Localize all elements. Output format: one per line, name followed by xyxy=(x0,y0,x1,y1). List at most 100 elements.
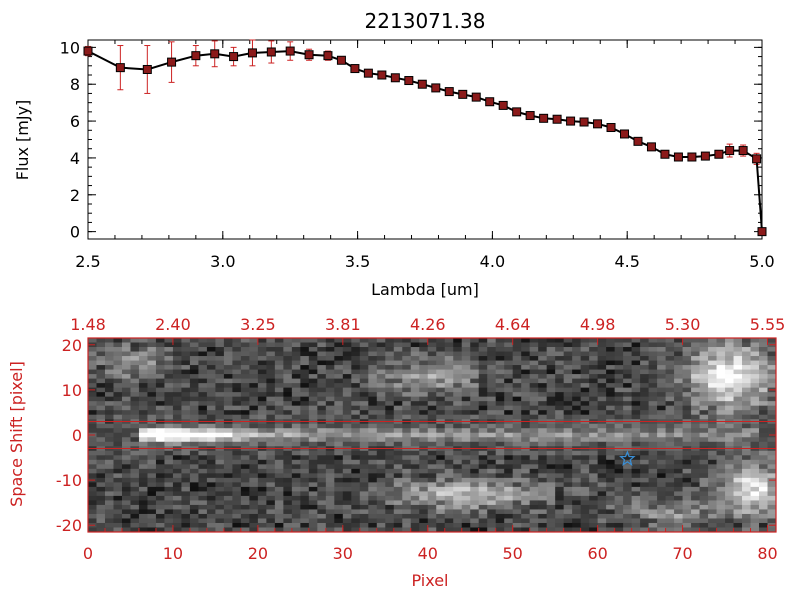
heatmap-cell xyxy=(325,365,335,371)
heatmap-cell xyxy=(410,450,420,456)
heatmap-cell xyxy=(164,437,174,443)
heatmap-cell xyxy=(657,527,667,533)
heatmap-cell xyxy=(691,342,701,348)
heatmap-cell xyxy=(606,504,616,510)
heatmap-cell xyxy=(495,509,505,515)
heatmap-cell xyxy=(572,482,582,488)
heatmap-cell xyxy=(699,360,709,366)
heatmap-cell xyxy=(597,356,607,362)
heatmap-cell xyxy=(750,491,760,497)
heatmap-cell xyxy=(436,513,446,519)
heatmap-cell xyxy=(716,491,726,497)
heatmap-cell xyxy=(444,527,454,533)
heatmap-cell xyxy=(538,473,548,479)
heatmap-cell xyxy=(512,513,522,519)
heatmap-cell xyxy=(504,347,514,353)
heatmap-cell xyxy=(529,342,539,348)
heatmap-cell xyxy=(640,450,650,456)
heatmap-cell xyxy=(716,477,726,483)
heatmap-cell xyxy=(546,518,556,524)
heatmap-cell xyxy=(572,477,582,483)
heatmap-cell xyxy=(419,527,429,533)
heatmap-cell xyxy=(759,491,768,497)
heatmap-cell xyxy=(402,522,412,528)
heatmap-cell xyxy=(597,468,607,474)
heatmap-cell xyxy=(529,486,539,492)
heatmap-cell xyxy=(164,410,174,416)
heatmap-cell xyxy=(342,468,352,474)
heatmap-cell xyxy=(257,387,267,393)
heatmap-cell xyxy=(767,473,777,479)
heatmap-cell xyxy=(538,410,548,416)
heatmap-cell xyxy=(563,338,573,344)
heatmap-cell xyxy=(334,491,344,497)
heatmap-cell xyxy=(164,513,174,519)
heatmap-cell xyxy=(104,437,114,443)
heatmap-cell xyxy=(478,401,488,407)
heatmap-cell xyxy=(88,410,97,416)
heatmap-cell xyxy=(742,365,752,371)
data-point xyxy=(725,146,735,156)
heatmap-cell xyxy=(257,473,267,479)
heatmap-cell xyxy=(96,410,106,416)
heatmap-cell xyxy=(164,423,174,429)
heatmap-cell xyxy=(674,423,684,429)
heatmap-cell xyxy=(453,401,463,407)
heatmap-cell xyxy=(368,459,378,465)
heatmap-cell xyxy=(461,374,471,380)
heatmap-cell xyxy=(138,356,148,362)
heatmap-cell xyxy=(538,387,548,393)
heatmap-cell xyxy=(691,374,701,380)
x-tick-label: 5.0 xyxy=(749,252,774,271)
heatmap-cell xyxy=(300,500,310,506)
heatmap-cell xyxy=(308,513,318,519)
heatmap-cell xyxy=(164,374,174,380)
heatmap-cell xyxy=(708,455,718,461)
data-point xyxy=(266,47,276,57)
heatmap-cell xyxy=(88,450,97,456)
heatmap-cell xyxy=(546,365,556,371)
heatmap-cell xyxy=(767,423,777,429)
heatmap-cell xyxy=(147,360,157,366)
heatmap-cell xyxy=(359,459,369,465)
heatmap-cell xyxy=(402,428,412,434)
heatmap-cell xyxy=(164,405,174,411)
heatmap-cell xyxy=(461,392,471,398)
heatmap-cell xyxy=(274,495,284,501)
heatmap-cell xyxy=(716,392,726,398)
heatmap-cell xyxy=(597,491,607,497)
heatmap-cell xyxy=(699,495,709,501)
heatmap-cell xyxy=(249,338,259,344)
heatmap-cell xyxy=(640,351,650,357)
heatmap-cell xyxy=(283,405,293,411)
heatmap-cell xyxy=(759,500,768,506)
heatmap-cell xyxy=(266,437,276,443)
heatmap-cell xyxy=(308,437,318,443)
heatmap-cell xyxy=(359,378,369,384)
heatmap-cell xyxy=(759,351,768,357)
heatmap-cell xyxy=(538,351,548,357)
heatmap-cell xyxy=(189,392,199,398)
heatmap-cell xyxy=(512,441,522,447)
heatmap-cell xyxy=(750,378,760,384)
heatmap-cell xyxy=(419,491,429,497)
heatmap-cell xyxy=(750,365,760,371)
heatmap-cell xyxy=(317,351,327,357)
heatmap-cell xyxy=(393,522,403,528)
heatmap-cell xyxy=(291,491,301,497)
heatmap-cell xyxy=(283,374,293,380)
heatmap-cell xyxy=(546,347,556,353)
heatmap-cell xyxy=(657,365,667,371)
heatmap-cell xyxy=(580,504,590,510)
heatmap-cell xyxy=(198,356,208,362)
image-panel: 0 10 20 30 40 50 60 70 80 1.48 2.40 3.25 3.81 4.26 4.… xyxy=(7,315,785,590)
heatmap-cell xyxy=(419,378,429,384)
heatmap-cell xyxy=(249,387,259,393)
heatmap-cell xyxy=(495,473,505,479)
heatmap-cell xyxy=(606,477,616,483)
heatmap-cell xyxy=(96,477,106,483)
heatmap-cell xyxy=(138,455,148,461)
heatmap-cell xyxy=(359,441,369,447)
heatmap-cell xyxy=(623,374,633,380)
heatmap-cell xyxy=(121,383,131,389)
